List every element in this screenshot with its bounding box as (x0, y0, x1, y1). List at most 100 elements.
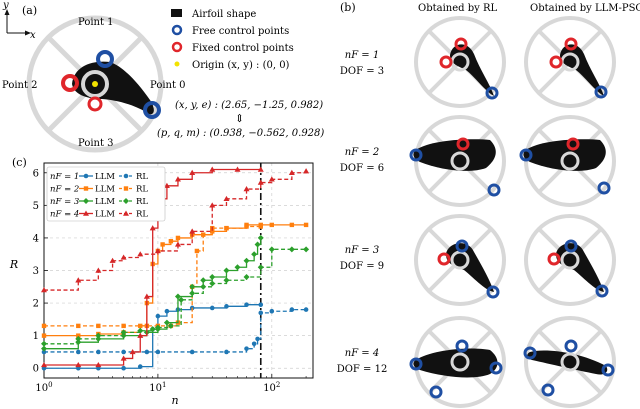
y-tick-label: 3 (33, 266, 39, 277)
free-control-point (541, 383, 555, 397)
data-point (95, 361, 102, 368)
free-control-point (487, 183, 501, 197)
airfoil-shape (450, 44, 494, 96)
legend-airfoil-swatch (171, 9, 182, 17)
data-point (167, 322, 174, 329)
y-tick-label: 1 (33, 331, 39, 342)
data-point (209, 280, 216, 287)
column-title-rl: Obtained by RL (418, 3, 497, 14)
wheel-llm-3 (524, 214, 616, 306)
legend-label-llm: LLM (95, 185, 115, 195)
axis-arrow-x (25, 30, 31, 36)
data-point (189, 283, 196, 290)
data-point (154, 247, 161, 254)
data-point (174, 176, 181, 182)
data-point (257, 166, 264, 172)
origin-dot (92, 81, 98, 87)
wheel-llm-1 (524, 16, 616, 108)
legend-origin-icon (174, 61, 180, 67)
airfoil-shape (72, 61, 154, 115)
legend-label-rl: RL (136, 210, 148, 220)
panel-a: (a) y x Point 1 Point 2 Point 3 Point 0 … (2, 0, 324, 153)
data-point (257, 234, 264, 241)
data-point (209, 305, 215, 311)
data-point (244, 302, 249, 308)
data-point (258, 302, 264, 308)
point-0-label: Point 0 (150, 80, 186, 91)
data-point (149, 225, 156, 231)
data-point (41, 361, 47, 368)
data-point (96, 323, 101, 329)
airfoil-shape (413, 348, 498, 378)
airfoil-shape (446, 243, 494, 292)
wheel-rl-3 (414, 214, 506, 306)
row-1-nf: nF = 1 (345, 50, 379, 61)
panel-b: (b) Obtained by RL Obtained by LLM-PSO n… (337, 1, 640, 408)
data-point (137, 327, 144, 334)
data-point (224, 349, 229, 355)
data-point (234, 166, 241, 172)
data-point (163, 182, 170, 189)
point-2-label: Point 2 (2, 80, 38, 91)
data-point (209, 166, 216, 172)
free-control-point (564, 339, 578, 353)
row-4-nf: nF = 4 (345, 348, 379, 359)
legend-free-label: Free control points (192, 26, 289, 37)
free-control-point (455, 339, 469, 353)
data-point (137, 364, 143, 369)
free-control-point (429, 385, 443, 399)
data-point (175, 235, 181, 241)
fixed-control-point (547, 252, 561, 266)
hub (560, 151, 580, 171)
airfoil-shape (527, 350, 608, 375)
data-point (123, 198, 129, 204)
y-tick-label: 5 (33, 201, 39, 212)
free-control-point (143, 101, 161, 119)
data-point (75, 277, 82, 283)
data-point (258, 224, 263, 229)
data-point (200, 283, 207, 290)
legend-label-rl: RL (136, 197, 148, 207)
hub (81, 70, 109, 98)
data-point (288, 169, 295, 175)
data-point (143, 293, 150, 299)
legend-label-llm: LLM (95, 172, 115, 182)
data-point (258, 310, 264, 316)
y-axis-label: R (9, 258, 18, 271)
data-point (121, 349, 126, 355)
panel-c-label: (c) (12, 156, 27, 169)
free-control-point (595, 284, 609, 298)
data-point (244, 346, 249, 351)
data-point (223, 267, 230, 274)
free-control-point (489, 361, 503, 375)
wheel-llm-4 (523, 316, 616, 408)
fixed-control-point (437, 252, 451, 266)
fixed-control-point (439, 55, 453, 69)
x-axis-label: n (171, 394, 178, 407)
free-control-point (96, 50, 114, 68)
free-control-point (594, 85, 608, 99)
panel-c: (c) 0 1 2 3 4 5 6 100 101 102 nF = 1 LLM RL nF = 2 LLM… (9, 156, 314, 407)
data-point (223, 195, 230, 202)
data-point (189, 228, 196, 234)
data-point (120, 254, 127, 260)
data-point (243, 257, 250, 264)
y-tick-label: 0 (33, 364, 39, 375)
wheel-rl-1 (414, 16, 506, 108)
data-point (75, 349, 81, 355)
point-1-label: Point 1 (78, 17, 114, 28)
data-point (123, 186, 129, 191)
legend-label-llm: LLM (95, 210, 115, 220)
free-control-point (523, 346, 537, 360)
free-control-point (519, 148, 533, 162)
data-point (243, 274, 250, 281)
data-point (289, 307, 295, 312)
data-point (75, 335, 82, 342)
data-point (96, 349, 101, 355)
fixed-control-point (549, 55, 563, 69)
series-line (44, 171, 307, 291)
free-control-point (455, 239, 469, 253)
data-point (251, 341, 257, 347)
data-point (155, 313, 161, 319)
row-4-dof: DOF = 12 (337, 364, 388, 375)
